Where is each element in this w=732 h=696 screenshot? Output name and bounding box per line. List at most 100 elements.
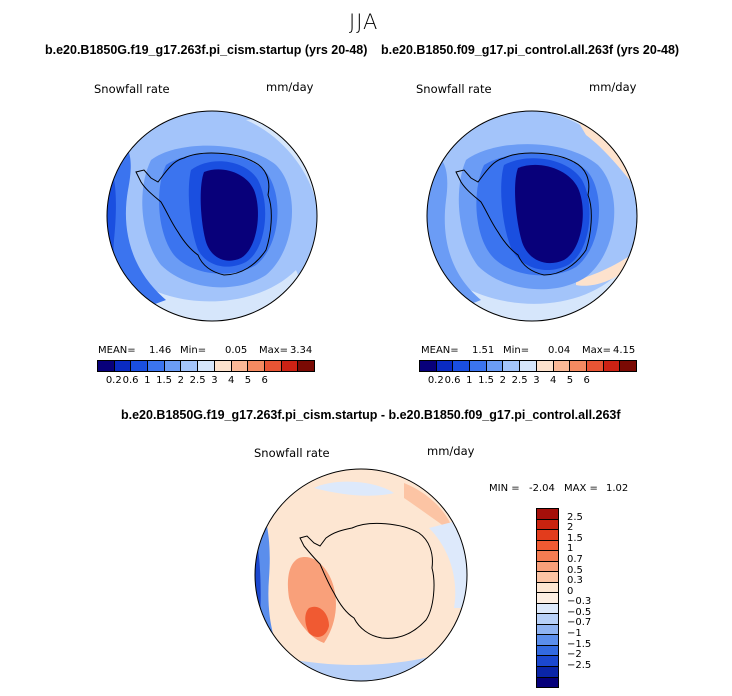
panel2-mean-label: MEAN= [421,345,459,356]
colorbar-tick-label: 0 [567,585,574,597]
colorbar-swatch [248,361,265,371]
colorbar-swatch [537,509,558,520]
colorbar-tick-label: 2.5 [511,375,528,386]
panel1-min-label: Min= [180,345,207,356]
colorbar-swatch [436,361,454,371]
panel2-orange-patch-ne [576,118,634,185]
panel2-antarctica-outline [455,152,592,276]
colorbar-swatch [181,361,199,371]
colorbar-tick-label: −2.5 [567,659,592,671]
panel2-mean-value: 1.51 [472,345,495,356]
panel2-units-label: mm/day [589,80,637,94]
colorbar-swatch [537,645,558,657]
colorbar-tick-label: −1 [567,628,582,640]
colorbar-swatch [214,361,232,371]
colorbar-tick-label: 1 [466,375,473,386]
colorbar-tick-label: 1.5 [156,375,173,386]
panel2-min-label: Min= [503,345,530,356]
colorbar-tick-label: 0.7 [567,553,583,565]
season-title: JJA [349,10,379,34]
colorbar-swatch [486,361,504,371]
panel2-max-label: Max= [582,345,612,356]
panel1-mean-value: 1.46 [149,345,172,356]
colorbar-tick-label: 4 [549,375,557,386]
panel2-min-value: 0.04 [548,345,571,356]
panel3-variable-label: Snowfall rate [254,446,330,460]
panel3-antarctica-outline [299,523,435,639]
colorbar-swatch [420,361,437,371]
colorbar-tick-label: 6 [261,375,268,386]
panel2-dark-core [515,164,583,264]
colorbar-swatch [537,582,558,594]
colorbar-swatch [570,361,587,371]
panel2-orange-patch-se [576,255,631,286]
colorbar-swatch [131,361,149,371]
panel3-title: b.e20.B1850G.f19_g17.263f.pi_cism.startu… [121,408,621,422]
colorbar-swatch [536,361,554,371]
panel3-pale-blue-band-e [429,518,467,608]
colorbar-swatch [537,561,558,573]
panel1-variable-label: Snowfall rate [94,82,170,96]
panel1-dark-core [200,169,258,261]
colorbar-swatch [537,572,558,583]
colorbar-tick-label: 2 [567,522,574,534]
panel3-orange-patch-ne [404,483,454,533]
colorbar-swatch [298,361,314,371]
colorbar-tick-label: −1.5 [567,638,592,650]
colorbar-tick-label: 0.5 [567,564,583,576]
panel3-units-label: mm/day [427,444,475,458]
panel2-variable-label: Snowfall rate [416,82,492,96]
colorbar-swatch [264,361,282,371]
colorbar-swatch [281,361,299,371]
panel2-max-value: 4.15 [613,345,636,356]
colorbar-tick-label: 5 [566,375,574,386]
panel1-antarctica-outline [135,152,272,276]
panel3-red-core-w [305,606,329,638]
colorbar-swatch [537,677,558,688]
colorbar-tick-label: 1.5 [478,375,495,386]
colorbar-tick-label: 3 [533,375,540,386]
colorbar-swatch [537,614,558,625]
panel1-max-value: 3.34 [290,345,313,356]
colorbar-swatch [114,361,132,371]
colorbar-tick-label: 0.6 [444,375,461,386]
colorbar-swatch [537,551,558,562]
colorbar-tick-label: 4 [227,375,235,386]
panel2-title: b.e20.B1850.f09_g17.pi_control.all.263f … [381,43,680,57]
colorbar-swatch [603,361,621,371]
colorbar-tick-label: 2 [177,375,185,386]
panel1-colorbar [97,360,315,372]
colorbar-swatch [520,361,537,371]
panel1-max-label: Max= [259,345,289,356]
colorbar-tick-label: 0.6 [122,375,139,386]
panel2-map [426,110,638,322]
colorbar-swatch [553,361,571,371]
colorbar-tick-label: 1.5 [567,532,583,544]
panel3-min-value: -2.04 [529,483,555,494]
panel3-min-label: MIN = [489,483,520,494]
colorbar-tick-label: −0.5 [567,606,592,618]
colorbar-tick-label: 2.5 [189,375,206,386]
colorbar-tick-label: −0.3 [567,596,592,608]
panel3-colorbar [536,508,559,688]
panel3-max-label: MAX = [564,483,598,494]
panel3-pale-blue-patch-n [314,481,394,496]
colorbar-tick-label: −2 [567,649,582,661]
panel1-map [106,110,318,322]
colorbar-swatch [620,361,636,371]
colorbar-tick-label: 2.5 [567,511,583,523]
colorbar-swatch [98,361,115,371]
colorbar-tick-label: 6 [583,375,590,386]
panel1-units-label: mm/day [266,80,314,94]
colorbar-swatch [537,624,558,636]
colorbar-swatch [537,603,558,615]
colorbar-tick-label: 5 [244,375,252,386]
colorbar-tick-label: 1 [567,543,574,555]
panel3-map [254,468,468,682]
colorbar-tick-label: 0.2 [427,375,444,386]
colorbar-tick-label: 0.3 [567,575,583,587]
colorbar-tick-label: 2 [499,375,507,386]
colorbar-tick-label: 3 [211,375,218,386]
colorbar-swatch [537,666,558,678]
colorbar-swatch [231,361,249,371]
